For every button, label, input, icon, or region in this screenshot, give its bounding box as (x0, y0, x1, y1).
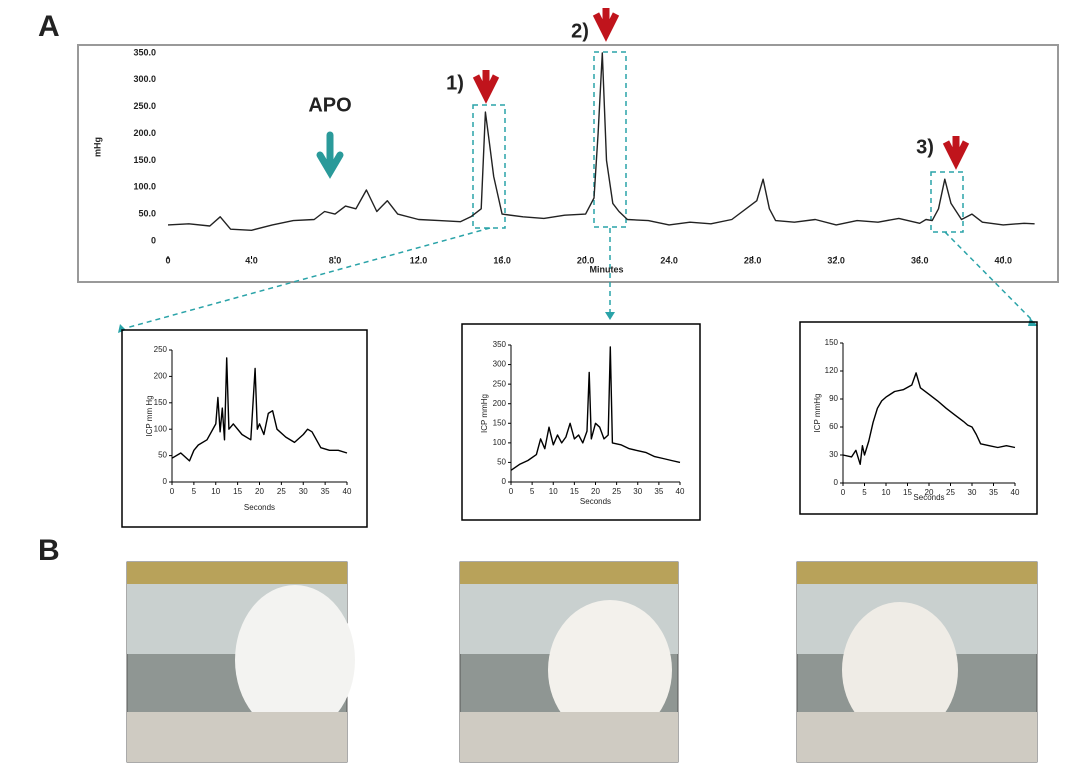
x-tick-label: 12.0 (410, 255, 428, 265)
y-tick-label: 50.0 (138, 209, 156, 219)
x-tick-label: 40.0 (994, 255, 1012, 265)
y-tick-label: 100.0 (133, 182, 156, 192)
x-tick-label: 5 (530, 487, 535, 496)
y-tick-label: 90 (829, 394, 838, 403)
highlight-box (593, 51, 627, 228)
x-tick-label: 15 (233, 487, 242, 496)
y-tick-label: 250.0 (133, 101, 156, 111)
chart-frame (77, 44, 1059, 283)
arrow (316, 131, 344, 179)
y-axis-label: ICP mm Hg (145, 395, 154, 436)
y-tick-label: 0 (163, 477, 168, 486)
y-tick-label: 200 (154, 372, 168, 381)
y-tick-label: 300 (493, 360, 507, 369)
panel-label: A (38, 10, 60, 43)
y-tick-label: 250 (493, 379, 507, 388)
x-tick-label: 30 (633, 487, 642, 496)
x-tick-label: 8.0 (329, 255, 342, 265)
panel-label: B (38, 534, 60, 567)
photo (459, 561, 679, 763)
x-tick-label: 40 (343, 487, 352, 496)
x-tick-label: 35 (654, 487, 663, 496)
y-tick-label: 60 (829, 422, 838, 431)
x-tick-label: 30 (968, 488, 977, 497)
x-tick-label: 15 (903, 488, 912, 497)
y-tick-label: 150.0 (133, 155, 156, 165)
x-tick-label: 32.0 (827, 255, 845, 265)
x-axis-label: Seconds (580, 497, 611, 506)
highlight-box (930, 171, 964, 233)
arrow (472, 70, 500, 104)
annotation: APO (308, 94, 351, 116)
y-tick-label: 100 (154, 424, 168, 433)
y-axis-label: ICP mmHg (813, 394, 822, 433)
photo (796, 561, 1038, 763)
y-tick-label: 150 (825, 338, 839, 347)
x-tick-label: 24.0 (660, 255, 678, 265)
x-tick-label: 10 (211, 487, 220, 496)
x-tick-label: 15 (570, 487, 579, 496)
x-tick-label: 40 (1011, 488, 1020, 497)
connector (944, 231, 1035, 323)
y-tick-label: 30 (829, 450, 838, 459)
y-tick-label: 300.0 (133, 74, 156, 84)
annotation: 2) (571, 20, 589, 42)
y-tick-label: 0 (502, 477, 507, 486)
x-tick-label: 16.0 (493, 255, 511, 265)
x-tick-label: 4.0 (245, 255, 258, 265)
y-axis-label: ICP mmHg (480, 394, 489, 433)
y-tick-label: 120 (825, 366, 839, 375)
arrow (942, 136, 970, 170)
x-tick-label: 5 (192, 487, 197, 496)
x-tick-label: 35 (989, 488, 998, 497)
x-tick-label: 20 (925, 488, 934, 497)
x-tick-label: 0 (841, 488, 846, 497)
x-tick-label: 35 (321, 487, 330, 496)
x-tick-label: 0 (170, 487, 175, 496)
data-line (842, 372, 1016, 465)
annotation: 3) (916, 136, 934, 158)
x-tick-label: 28.0 (744, 255, 762, 265)
y-tick-label: 200 (493, 399, 507, 408)
y-tick-label: 200.0 (133, 128, 156, 138)
photo (126, 561, 355, 763)
data-line (171, 357, 348, 462)
x-tick-label: 20 (591, 487, 600, 496)
y-tick-label: 0 (151, 235, 156, 245)
y-tick-label: 0 (834, 478, 839, 487)
x-tick-label: 40 (676, 487, 685, 496)
x-tick-label: 25 (946, 488, 955, 497)
y-tick-label: 250 (154, 345, 168, 354)
x-axis-label: Seconds (244, 503, 275, 512)
x-axis-label: Seconds (913, 493, 944, 502)
y-tick-label: 50 (158, 451, 167, 460)
y-tick-label: 100 (493, 438, 507, 447)
data-line (167, 52, 1035, 231)
y-tick-label: 350.0 (133, 47, 156, 57)
data-line (510, 346, 681, 471)
y-tick-label: 150 (493, 418, 507, 427)
x-tick-label: 5 (862, 488, 867, 497)
x-tick-label: 36.0 (911, 255, 929, 265)
x-tick-label: 30 (299, 487, 308, 496)
annotation: 1) (446, 72, 464, 94)
inset-frame (121, 329, 368, 528)
x-tick-label: 20.0 (577, 255, 595, 265)
x-tick-label: 10 (882, 488, 891, 497)
x-tick-label: 0 (165, 255, 170, 265)
x-tick-label: 10 (549, 487, 558, 496)
y-tick-label: 50 (497, 458, 506, 467)
x-axis-label: Minutes (589, 264, 623, 274)
y-axis-label: mHg (92, 137, 102, 157)
x-tick-label: 0 (509, 487, 514, 496)
inset-frame (799, 321, 1038, 515)
y-tick-label: 350 (493, 340, 507, 349)
y-tick-label: 150 (154, 398, 168, 407)
x-tick-label: 20 (255, 487, 264, 496)
inset-frame (461, 323, 701, 521)
x-tick-label: 25 (612, 487, 621, 496)
x-tick-label: 25 (277, 487, 286, 496)
arrow (592, 8, 620, 42)
